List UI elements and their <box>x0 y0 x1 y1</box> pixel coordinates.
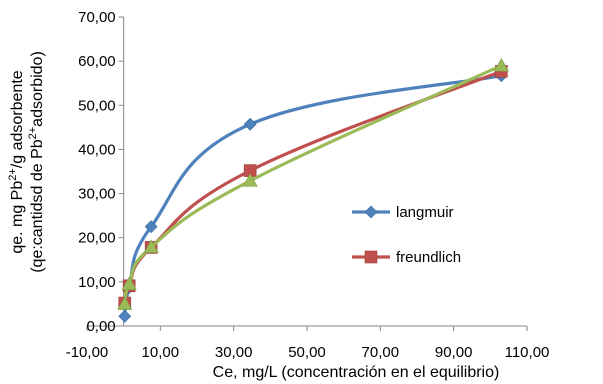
axes <box>87 17 527 327</box>
legend-item-freundlich: freundlich <box>352 249 461 266</box>
langmuir-point <box>118 309 132 323</box>
series-3-point <box>493 57 509 72</box>
y-axis-title-line-1-superscript: 2+ <box>7 168 19 181</box>
y-tick-label: 50,00 <box>78 97 116 114</box>
x-tick-labels: -10,00 10,00 30,00 50,00 70,00 90,00 110,00 <box>66 326 550 361</box>
x-tick-label: 50,00 <box>288 344 326 361</box>
legend-item-langmuir: langmuir <box>352 204 454 221</box>
legend: langmuir freundlich <box>352 204 461 266</box>
y-axis-title: qe. mg Pb2+/g adsorbente (qe:cantidsd de… <box>7 51 46 273</box>
langmuir-line <box>123 74 503 318</box>
y-axis-title-line-2-part-1: (qe:cantidsd de Pb <box>29 139 46 273</box>
y-tick-label: 70,00 <box>78 9 116 26</box>
legend-label-freundlich: freundlich <box>396 249 461 266</box>
series-langmuir <box>118 69 508 323</box>
series-layer <box>117 57 509 323</box>
legend-marker-langmuir <box>364 205 378 219</box>
series-3-point <box>121 276 137 290</box>
y-tick-label: 20,00 <box>78 230 116 247</box>
series-series-3 <box>117 57 509 310</box>
y-tick-labels: 0,00 10,00 20,00 30,00 40,00 50,00 60,00 70,00 <box>78 9 124 335</box>
x-tick-label: 30,00 <box>215 344 253 361</box>
y-axis-title-line-2-superscript: 2+ <box>27 127 39 140</box>
series-3-point <box>242 173 258 187</box>
series-3-point <box>117 296 133 310</box>
legend-label-langmuir: langmuir <box>396 204 454 221</box>
x-tick-label: 70,00 <box>362 344 400 361</box>
y-axis-title-line-1-part-2: /g adsorbente <box>9 70 26 168</box>
x-axis-title: Ce, mg/L (concentración en el equilibrio… <box>213 364 500 381</box>
x-tick-label: 110,00 <box>505 344 550 361</box>
legend-marker-freundlich <box>364 250 378 264</box>
y-tick-label: 60,00 <box>78 53 116 70</box>
x-tick-label: 10,00 <box>142 344 180 361</box>
x-tick-label: 90,00 <box>435 344 473 361</box>
y-tick-label: 40,00 <box>78 141 116 158</box>
langmuir-point <box>144 220 158 234</box>
y-axis-title-line-1: qe. mg Pb2+/g adsorbente <box>7 70 26 253</box>
y-axis-title-line-2: (qe:cantidsd de Pb2+adsorbido) <box>27 51 46 273</box>
y-tick-label: 10,00 <box>78 274 116 291</box>
y-tick-label: 30,00 <box>78 186 116 203</box>
y-tick-label: 0,00 <box>86 318 115 335</box>
y-axis-title-line-2-part-2: adsorbido) <box>29 51 46 127</box>
x-tick-label: -10,00 <box>66 344 109 361</box>
series-3-line <box>123 63 503 306</box>
series-3-point <box>143 239 159 253</box>
y-axis-title-line-1-part-1: qe. mg Pb <box>9 181 26 254</box>
langmuir-point <box>243 117 257 131</box>
